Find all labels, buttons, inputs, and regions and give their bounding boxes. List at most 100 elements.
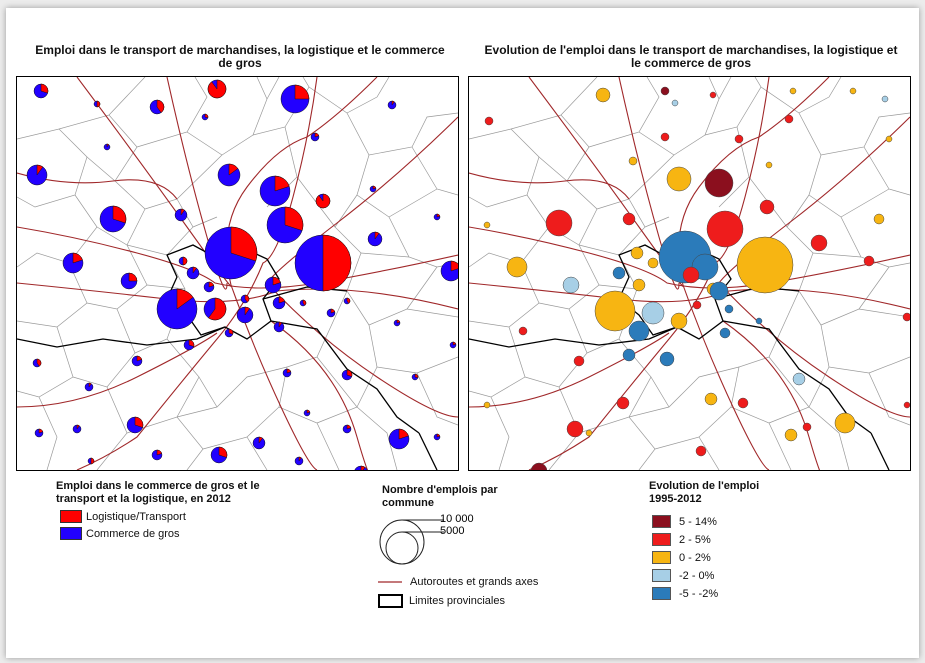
commune-boundary-9 [356, 154, 438, 218]
commune-pie-logistique-49 [314, 132, 320, 138]
evolution-bubble-34 [709, 281, 729, 301]
commune-pie-logistique-48 [90, 457, 95, 465]
commune-pie-logistique-16 [230, 226, 258, 262]
commune-pie-logistique-30 [188, 339, 195, 347]
commerce-swatch [60, 527, 82, 540]
evolution-bubble-18 [873, 213, 885, 225]
evolution-bubble-46 [616, 396, 630, 410]
evolution-bubble-59 [585, 429, 593, 437]
size-circle-10000 [379, 519, 425, 565]
commune-pie-logistique-21 [192, 266, 197, 274]
commune-boundary-26 [698, 406, 792, 470]
legend-composition-title-line1: Emploi dans le commerce de gros et le [56, 480, 260, 492]
commune-pie-logistique-33 [136, 355, 143, 362]
evolution-bubble-41 [622, 348, 636, 362]
evolution-bubble-16 [706, 210, 744, 248]
commune-boundary-18 [17, 326, 74, 398]
province-limit-1 [17, 326, 226, 348]
commune-pie-logistique-7 [228, 163, 239, 176]
commune-pie-logistique-8 [274, 175, 290, 192]
evolution-bubble-38 [692, 300, 702, 310]
commune-boundary-28 [808, 356, 910, 408]
commune-boundary-38 [198, 376, 218, 408]
commune-pie-logistique-40 [156, 449, 163, 456]
evolution-bubble-29 [682, 266, 700, 284]
commune-boundary-2 [560, 77, 598, 116]
commune-boundary-16 [86, 244, 148, 310]
evolution-bubble-0 [595, 87, 611, 103]
commune-boundary-12 [578, 198, 646, 256]
commune-pie-logistique-0 [40, 83, 49, 94]
commune-boundary-21 [490, 396, 510, 470]
commune-pie-logistique-59 [204, 113, 209, 119]
evolution-bubble-7 [484, 116, 494, 126]
evolution-bubble-33 [641, 301, 665, 325]
left-map-title: Emploi dans le transport de marchandises… [20, 44, 460, 70]
commune-pie-logistique-58 [346, 297, 351, 304]
evolution-bubble-61 [765, 161, 773, 169]
legend-evolution-class-5: -5 - -2% [652, 587, 718, 600]
commune-boundary-37 [628, 366, 740, 418]
commune-pie-logistique-10 [284, 206, 304, 231]
road-0 [17, 226, 458, 289]
commune-boundary-21 [38, 396, 58, 470]
road-3 [618, 77, 680, 290]
commune-boundary-25 [654, 436, 720, 470]
commune-pie-logistique-50 [106, 143, 110, 148]
province-limit-2 [270, 320, 420, 434]
evolution-bubble-15 [545, 209, 573, 237]
commune-boundary-36 [316, 290, 348, 358]
evolution-bubble-45 [902, 312, 910, 322]
evolution-bubble-42 [573, 355, 585, 367]
evolution-label-1: 5 - 14% [679, 515, 717, 528]
commune-boundary-41 [266, 77, 280, 100]
commune-boundary-23 [578, 416, 656, 470]
legend-item-logistique: Logistique/Transport [60, 510, 186, 523]
commune-pie-logistique-24 [176, 288, 194, 310]
left-map[interactable] [16, 76, 459, 471]
province-limit-4 [870, 432, 890, 470]
commune-boundary-16 [538, 244, 600, 310]
road-7 [270, 320, 377, 470]
commune-pie-logistique-29 [302, 299, 307, 306]
evolution-bubble-17 [622, 212, 636, 226]
commune-boundary-27 [768, 406, 850, 470]
commune-boundary-4 [186, 77, 268, 156]
commune-pie-logistique-34 [346, 369, 353, 377]
commune-pie-logistique-6 [36, 164, 44, 176]
evolution-bubble-2 [709, 91, 717, 99]
right-map[interactable] [468, 76, 911, 471]
commune-pie-logistique-14 [128, 272, 138, 282]
legend-size-title-line1: Nombre d'emplois par [382, 484, 498, 496]
commune-boundary-32 [388, 216, 438, 268]
commune-boundary-29 [868, 372, 910, 426]
evolution-bubble-51 [784, 428, 798, 442]
evolution-label-3: 0 - 2% [679, 551, 711, 564]
legend-size-title-line2: commune [382, 497, 434, 509]
commune-boundary-7 [798, 112, 910, 156]
evolution-bubble-35 [670, 312, 688, 330]
size-circle-5000 [385, 531, 419, 565]
evolution-bubble-58 [863, 255, 875, 267]
evolution-swatch-2 [652, 533, 671, 546]
evolution-bubble-14 [759, 199, 775, 215]
commune-pie-logistique-25 [208, 297, 227, 321]
commune-boundary-6 [760, 77, 842, 114]
commune-pie-logistique-9 [112, 205, 127, 224]
left-map-canvas [17, 77, 458, 470]
right-map-title-line2: le commerce de gros [630, 56, 752, 70]
evolution-bubble-55 [755, 317, 763, 325]
province-border-icon [378, 594, 403, 608]
road-9 [469, 172, 630, 200]
commune-pie-logistique-12 [180, 208, 185, 216]
province-limit-3 [262, 286, 348, 300]
commune-boundary-14 [192, 216, 218, 228]
evolution-bubble-53 [530, 462, 548, 470]
legend-item-roads: Autoroutes et grands axes [378, 576, 538, 588]
commune-boundary-23 [126, 416, 204, 470]
commune-pie-logistique-53 [372, 185, 377, 190]
evolution-swatch-1 [652, 515, 671, 528]
evolution-bubble-31 [562, 276, 580, 294]
commune-boundary-15 [17, 262, 88, 328]
commerce-label: Commerce de gros [86, 527, 180, 540]
